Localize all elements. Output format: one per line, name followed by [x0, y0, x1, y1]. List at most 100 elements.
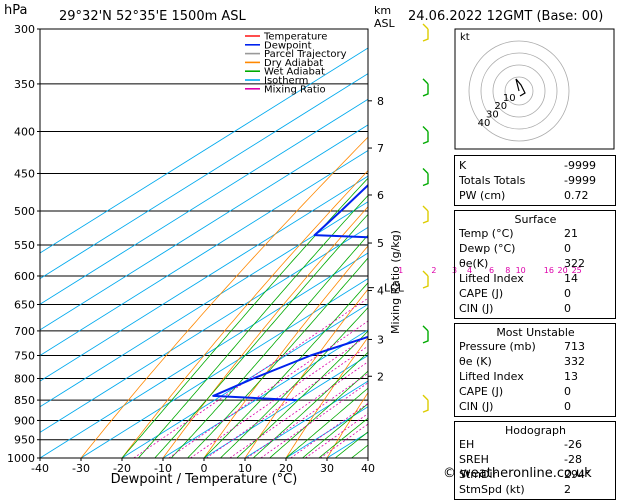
isotherm-line: [40, 47, 368, 254]
pressure-tick-label: 750: [14, 350, 35, 363]
temperature-tick-label: 20: [279, 462, 293, 475]
index-value: 0: [564, 287, 571, 300]
pressure-tick-label: 1000: [7, 452, 35, 465]
wind-barb-icon: [422, 394, 429, 413]
index-label: K: [459, 159, 467, 172]
wet-adiabat-line: [236, 330, 368, 458]
index-label: SREH: [459, 453, 489, 466]
index-value: 21: [564, 227, 578, 240]
mixing-ratio-tick-label: 1: [398, 266, 403, 275]
legend-label: Wet Adiabat: [264, 67, 325, 78]
pressure-tick-label: 400: [14, 126, 35, 139]
index-value: 0: [564, 400, 571, 413]
index-value: -26: [564, 438, 582, 451]
index-label: Pressure (mb): [459, 340, 536, 353]
pressure-tick-label: 900: [14, 415, 35, 428]
index-label: Lifted Index: [459, 370, 524, 383]
isotherm-line: [40, 98, 368, 305]
index-row: Lifted Index 14: [459, 271, 612, 286]
index-row: SREH -28: [459, 452, 612, 467]
wet-adiabat-line: [252, 351, 368, 458]
wet-adiabat-line: [302, 403, 368, 458]
pressure-tick-label: 850: [14, 394, 35, 407]
km-tick-label: 5: [377, 237, 384, 250]
mixing-ratio-tick-label: 25: [572, 266, 582, 275]
index-label: EH: [459, 438, 475, 451]
index-value: 713: [564, 340, 585, 353]
index-row: CAPE (J) 0: [459, 384, 612, 399]
pressure-tick-label: 700: [14, 325, 35, 338]
index-row: Lifted Index 13: [459, 369, 612, 384]
legend-label: Isotherm: [264, 76, 308, 87]
surface-section: Surface Temp (°C) 21 Dewp (°C) 0 θe(K) 322 Lif…: [454, 210, 616, 319]
temperature-tick-label: -10: [154, 462, 172, 475]
index-label: Totals Totals: [459, 174, 526, 187]
index-value: -28: [564, 453, 582, 466]
hodograph-ring-label: 10: [503, 93, 516, 104]
legend-label: Dry Adiabat: [264, 58, 323, 69]
index-row: Temp (°C) 21: [459, 226, 612, 241]
pressure-tick-label: 550: [14, 239, 35, 252]
wet-adiabat-line: [187, 257, 368, 458]
hodograph-ring-label: 30: [486, 110, 499, 121]
mixing-ratio-tick-label: 16: [544, 266, 554, 275]
pressure-tick-label: 500: [14, 205, 35, 218]
km-tick-label: 3: [377, 334, 384, 347]
hodograph-trace: [515, 78, 526, 97]
dry-adiabat-line: [326, 391, 368, 458]
mixing-ratio-line: [229, 361, 368, 458]
mixing-ratio-line: [190, 335, 368, 458]
temperature-tick-label: 0: [201, 462, 208, 475]
hodograph-unit-label: kt: [460, 32, 470, 43]
index-row: PW (cm) 0.72: [459, 188, 612, 203]
wet-adiabat-line: [269, 370, 368, 458]
legend-label: Parcel Trajectory: [264, 49, 347, 60]
dry-adiabat-line: [162, 206, 368, 458]
index-value: 0: [564, 385, 571, 398]
index-row: θe(K) 322: [459, 256, 612, 271]
mixing-ratio-tick-label: 6: [489, 266, 494, 275]
index-value: 294°: [564, 468, 591, 481]
isotherm-line: [80, 278, 368, 458]
index-value: -9999: [564, 174, 596, 187]
wet-adiabat-line: [138, 194, 368, 458]
index-row: Pressure (mb) 713: [459, 339, 612, 354]
wind-barb-icon: [422, 23, 429, 42]
index-row: StmDir 294°: [459, 467, 612, 482]
km-tick-label: 6: [377, 189, 384, 202]
surface-title: Surface: [514, 213, 557, 226]
index-label: Lifted Index: [459, 272, 524, 285]
isotherm-line: [162, 329, 368, 458]
wet-adiabat-line: [170, 234, 368, 458]
dry-adiabat-line: [203, 245, 368, 458]
isotherm-line: [203, 354, 368, 458]
temperature-tick-label: -40: [31, 462, 49, 475]
pressure-tick-label: 950: [14, 434, 35, 447]
index-label: CAPE (J): [459, 287, 504, 300]
wind-barbs: [422, 23, 429, 413]
hodograph-frame: [454, 28, 615, 150]
dry-adiabat-line: [244, 288, 368, 458]
isotherm-line: [40, 252, 368, 458]
index-label: PW (cm): [459, 189, 506, 202]
hodograph-ring: [504, 76, 534, 106]
isotherm-line: [40, 175, 368, 382]
index-label: StmDir: [459, 468, 498, 481]
pressure-tick-label: 600: [14, 270, 35, 283]
index-value: 0: [564, 302, 571, 315]
skewt-chart: 3003504004505005506006507007508008509009…: [4, 3, 615, 486]
index-label: CAPE (J): [459, 385, 504, 398]
index-row: EH -26: [459, 437, 612, 452]
wind-barb-icon: [422, 205, 429, 224]
legend-label: Temperature: [263, 32, 327, 43]
mixing-ratio-axis-title: Mixing Ratio (g/kg): [389, 230, 402, 334]
km-tick-label: 7: [377, 142, 384, 155]
wet-adiabat-line: [285, 387, 368, 458]
temperature-tick-label: -30: [72, 462, 90, 475]
index-value: 2: [564, 483, 571, 496]
asl-unit-label: ASL: [374, 17, 396, 30]
km-unit-label: km: [374, 4, 391, 17]
index-value: 0: [564, 242, 571, 255]
hodograph-table-title: Hodograph: [505, 424, 566, 437]
